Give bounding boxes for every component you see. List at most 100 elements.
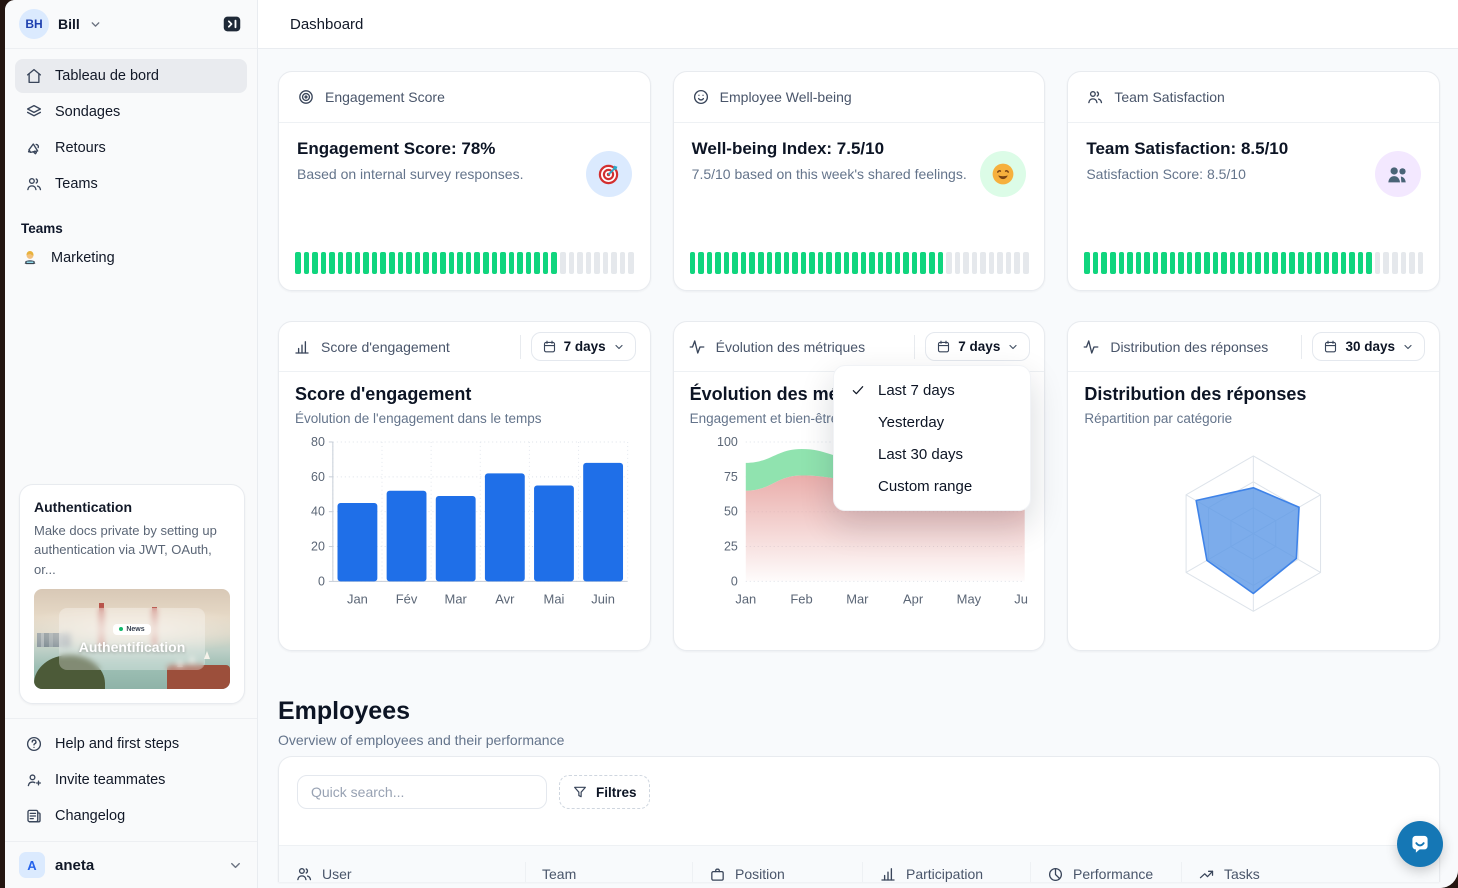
column-header-participation[interactable]: Participation xyxy=(863,862,1031,882)
topbar: Dashboard xyxy=(258,0,1458,49)
chat-icon xyxy=(1412,835,1428,853)
svg-text:Feb: Feb xyxy=(790,591,812,606)
employees-title: Employees xyxy=(278,697,411,725)
column-header-user[interactable]: User xyxy=(279,862,526,882)
promo-overlay: News Authentification xyxy=(59,608,205,670)
user-name[interactable]: Bill xyxy=(58,16,80,32)
sidebar-team-marketing[interactable]: Marketing xyxy=(5,240,257,276)
calendar-icon xyxy=(542,339,557,354)
column-header-position[interactable]: Position xyxy=(693,862,863,882)
progress-segment xyxy=(1212,252,1219,274)
target-emoji xyxy=(585,151,632,197)
avatar[interactable]: BH xyxy=(19,9,49,39)
user-plus-icon xyxy=(25,771,43,789)
stat-subtitle: Satisfaction Score: 8.5/10 xyxy=(1086,166,1246,182)
menu-item-custom-range[interactable]: Custom range xyxy=(834,470,1030,502)
table-toolbar: Filtres xyxy=(279,757,1439,827)
progress-segment xyxy=(628,252,634,274)
chart-card-distribution: Distribution des réponses 30 days Distri… xyxy=(1067,321,1440,651)
svg-text:0: 0 xyxy=(731,574,738,588)
search-input[interactable] xyxy=(297,775,547,809)
sidebar-item-label: Invite teammates xyxy=(55,772,166,788)
progress-segment xyxy=(1005,252,1012,274)
progress-segment xyxy=(320,252,327,274)
progress-segment xyxy=(792,252,798,274)
progress-segment xyxy=(1084,252,1090,274)
promo-image-title: Authentification xyxy=(78,638,186,655)
progress-segment xyxy=(1298,252,1304,274)
progress-segment xyxy=(946,252,952,274)
sidebar-collapse-button[interactable] xyxy=(217,9,247,39)
range-select-button[interactable]: 30 days xyxy=(1312,332,1425,361)
workspace-switcher[interactable]: A aneta xyxy=(5,841,257,888)
column-header-performance[interactable]: Performance xyxy=(1031,862,1182,882)
sidebar-item-invite-teammates[interactable]: Invite teammates xyxy=(15,763,247,797)
progress-segment xyxy=(380,252,387,274)
progress-segment xyxy=(1400,252,1407,274)
progress-segment xyxy=(1178,252,1184,274)
stat-card-label: Engagement Score xyxy=(325,89,445,105)
progress-segment xyxy=(517,252,523,274)
progress-segment xyxy=(1186,252,1193,274)
sidebar-item-teams[interactable]: Teams xyxy=(15,167,247,201)
funnel-icon xyxy=(572,784,588,800)
sidebar-item-retours[interactable]: Retours xyxy=(15,131,247,165)
progress-segment xyxy=(1272,252,1278,274)
smile-emoji xyxy=(980,151,1027,197)
promo-card[interactable]: Authentication Make docs private by sett… xyxy=(19,483,245,704)
progress-segment xyxy=(809,252,815,274)
column-header-tasks[interactable]: Tasks xyxy=(1182,862,1439,882)
svg-text:100: 100 xyxy=(717,435,738,449)
filters-button[interactable]: Filtres xyxy=(559,775,650,809)
stat-card-header: Engagement Score xyxy=(279,72,650,123)
progress-segment xyxy=(423,252,429,274)
svg-text:40: 40 xyxy=(311,505,325,519)
menu-item-last-30-days[interactable]: Last 30 days xyxy=(834,438,1030,470)
menu-item-last-7-days[interactable]: Last 7 days xyxy=(834,374,1030,406)
progress-segment xyxy=(894,252,901,274)
sidebar-item-tableau-de-bord[interactable]: Tableau de bord xyxy=(15,59,247,93)
column-header-team[interactable]: Team xyxy=(526,862,693,882)
busts-emoji xyxy=(1374,151,1421,197)
chart-header-label: Score d'engagement xyxy=(321,338,450,355)
range-select-button[interactable]: 7 days xyxy=(530,332,636,361)
column-header-label: Position xyxy=(735,866,785,882)
progress-segment xyxy=(1323,252,1330,274)
progress-segment xyxy=(1280,252,1287,274)
svg-text:Mar: Mar xyxy=(846,591,869,606)
range-select-button[interactable]: 7 days xyxy=(925,332,1031,361)
chart-card-engagement: Score d'engagement 7 days Score d'engage… xyxy=(278,321,651,651)
sidebar-item-help-and-first-steps[interactable]: Help and first steps xyxy=(15,727,247,761)
progress-segment xyxy=(715,252,721,274)
sidebar-item-sondages[interactable]: Sondages xyxy=(15,95,247,129)
promo-image: News Authentification xyxy=(34,589,230,689)
progress-segment xyxy=(525,252,532,274)
progress-segment xyxy=(577,252,583,274)
menu-item-yesterday[interactable]: Yesterday xyxy=(834,406,1030,438)
column-header-label: Tasks xyxy=(1224,866,1260,882)
progress-segment xyxy=(1127,252,1133,274)
chart-subtitle: Engagement et bien-être xyxy=(689,411,839,426)
chart-header-label: Distribution des réponses xyxy=(1110,338,1269,355)
sidebar-item-changelog[interactable]: Changelog xyxy=(15,799,247,833)
progress-segment xyxy=(1022,252,1029,274)
svg-text:Jun: Jun xyxy=(1014,591,1028,606)
chart-cards-row: Score d'engagement 7 days Score d'engage… xyxy=(278,321,1440,651)
technologist-emoji xyxy=(21,249,39,267)
svg-text:Jan: Jan xyxy=(735,591,756,606)
progress-segment xyxy=(1118,252,1125,274)
changelog-icon xyxy=(25,807,43,825)
progress-segment xyxy=(1135,252,1142,274)
progress-segment xyxy=(911,252,918,274)
svg-text:60: 60 xyxy=(311,470,325,484)
progress-segment xyxy=(1409,252,1415,274)
chat-launcher-button[interactable] xyxy=(1397,821,1443,867)
progress-segment xyxy=(406,252,412,274)
column-header-label: Performance xyxy=(1073,866,1154,882)
progress-segment xyxy=(312,252,318,274)
progress-segment xyxy=(826,252,832,274)
sidebar-teams-list: Marketing xyxy=(5,240,257,276)
progress-segment xyxy=(585,252,592,274)
users-icon xyxy=(1086,88,1104,106)
stat-card-body: Team Satisfaction: 8.5/10 Satisfaction Sc… xyxy=(1068,123,1439,252)
